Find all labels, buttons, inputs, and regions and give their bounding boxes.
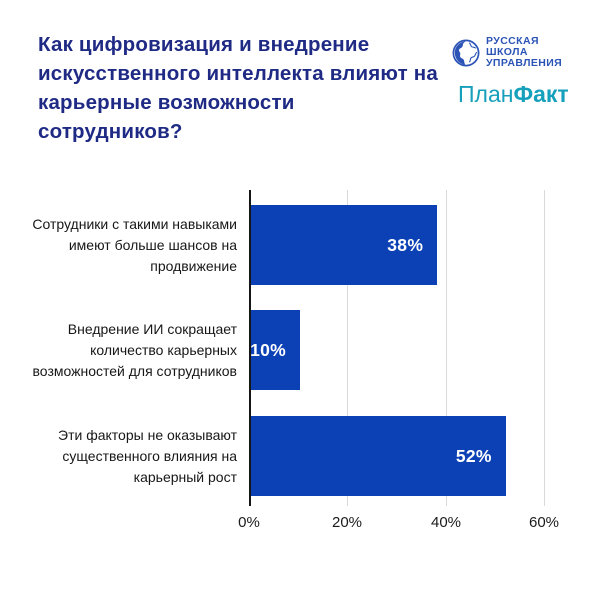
bar-promotion-chances: 38% xyxy=(251,205,438,285)
rsu-logo-line2: ШКОЛА xyxy=(486,46,528,58)
rsu-globe-icon xyxy=(452,39,480,67)
planfact-logo: ПланФакт xyxy=(458,81,569,108)
x-tick-60: 60% xyxy=(528,514,560,531)
bar-chart: Сотрудники с такими навыками имеют больш… xyxy=(0,190,600,555)
gridline-60pct xyxy=(544,190,545,506)
bar-no-significant-influence: 52% xyxy=(251,416,506,496)
category-label: Внедрение ИИ сокращает количество карьер… xyxy=(32,320,237,379)
bar-value-label: 38% xyxy=(387,234,424,255)
category-label: Сотрудники с такими навыками имеют больш… xyxy=(32,215,237,274)
rsu-logo-text: РУССКАЯ ШКОЛА УПРАВЛЕНИЯ xyxy=(486,36,562,69)
planfact-logo-part1: План xyxy=(458,81,514,107)
chart-title: Как цифровизация и внедрение искусственн… xyxy=(38,33,438,143)
bar-value-label: 10% xyxy=(250,339,286,360)
x-tick-40: 40% xyxy=(430,514,462,531)
planfact-logo-part2: Факт xyxy=(513,81,569,107)
gridline-40pct xyxy=(446,190,447,506)
y-axis-line xyxy=(249,190,251,506)
bar-value-label: 52% xyxy=(455,445,492,466)
rsu-logo: РУССКАЯ ШКОЛА УПРАВЛЕНИЯ xyxy=(452,36,562,69)
category-label: Эти факторы не оказывают существенного в… xyxy=(58,426,237,485)
gridline-20pct xyxy=(347,190,348,506)
rsu-logo-line3: УПРАВЛЕНИЯ xyxy=(486,57,563,69)
bar-ai-reduces-opportunities: 10% xyxy=(250,310,300,390)
rsu-logo-line1: РУССКАЯ xyxy=(486,35,539,47)
x-tick-20: 20% xyxy=(331,514,363,531)
x-tick-0: 0% xyxy=(238,514,260,531)
